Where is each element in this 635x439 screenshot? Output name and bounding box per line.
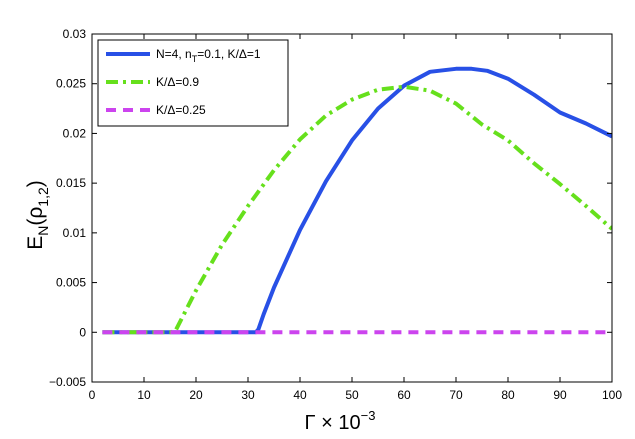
x-axis-title-exponent: −3 [361,408,376,423]
x-tick-label: 100 [602,388,622,402]
x-tick-label: 30 [241,388,255,402]
legend-label-3: K/Δ=0.25 [156,103,206,117]
x-tick-label: 60 [397,388,411,402]
y-axis-title-arg-sub: 1,2 [35,187,51,207]
y-tick-label: 0 [79,325,86,339]
y-tick-label: 0.005 [56,276,86,290]
legend-label-part: N=4, n [156,47,192,61]
series-layer [102,66,612,335]
x-tick-label: 70 [449,388,463,402]
y-tick-label: −0.005 [49,375,86,389]
y-tick-label: 0.01 [63,226,87,240]
x-tick-label: 20 [189,388,203,402]
y-axis-title-close: ) [24,180,47,187]
x-axis-title-main: Γ × 10 [305,412,361,434]
legend-label-subscript: T [192,54,198,64]
legend-label-part: =0.1, K/Δ=1 [197,47,261,61]
y-tick-label: 0.025 [56,77,86,91]
axes-layer: 0 10 20 30 40 50 60 70 80 90 100−0.00500.0050.010.… [49,27,622,402]
x-tick-label: 10 [137,388,151,402]
y-axis-title-main: E [24,236,47,250]
y-tick-label: 0.03 [63,27,87,41]
series-line-2 [102,84,612,335]
y-axis-title: EN(ρ1,2) [24,180,51,250]
legend: N=4, nT=0.1, K/Δ=1 K/Δ=0.9 K/Δ=0.25 [97,39,289,127]
y-axis-title-arg: (ρ [24,207,47,226]
y-tick-label: 0.015 [56,176,86,190]
x-tick-label: 0 [89,388,96,402]
legend-label-1: N=4, nT=0.1, K/Δ=1 [156,47,261,64]
x-tick-label: 90 [553,388,567,402]
y-tick-label: 0.02 [63,126,87,140]
y-axis-title-sub: N [35,226,51,236]
series-line-1 [102,66,612,335]
x-axis-title: Γ × 10−3 [305,408,376,434]
x-tick-label: 80 [501,388,515,402]
legend-label-2: K/Δ=0.9 [156,75,199,89]
x-tick-label: 50 [345,388,359,402]
x-tick-label: 40 [293,388,307,402]
